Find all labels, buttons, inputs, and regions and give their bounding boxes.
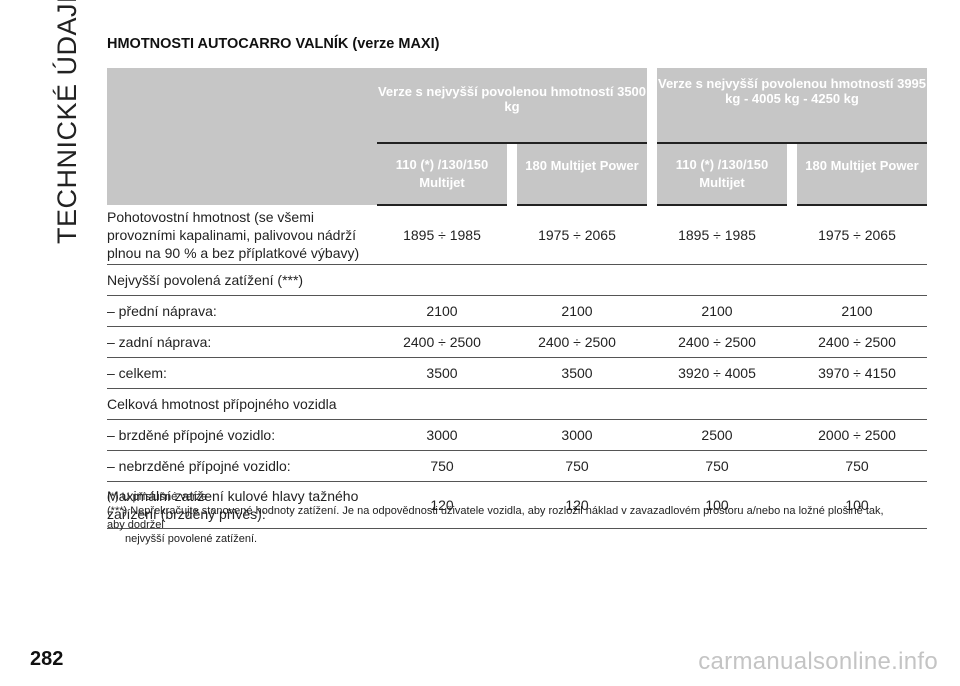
cell-value: 3920 ÷ 4005 [647, 357, 787, 389]
cell-value: 2100 [787, 295, 928, 327]
cell-value: 2100 [377, 295, 507, 327]
cell-value: 100 [647, 481, 787, 529]
table-row: Pohotovostní hmotnost (se všemi provozní… [107, 205, 928, 265]
cell-value: 750 [787, 450, 928, 482]
footnote-load-warning: (***) Nepřekračujte stanovené hodnoty za… [107, 505, 884, 531]
header-gap [647, 68, 657, 143]
footnote-load-warning-continued: nejvyšší povolené zatížení. [125, 533, 258, 545]
engine-header-2: 180 Multijet Power [517, 143, 647, 206]
cell-value: 750 [377, 450, 507, 482]
header-gap [647, 143, 657, 205]
cell-value: 750 [507, 450, 647, 482]
cell-value: 1975 ÷ 2065 [787, 205, 928, 265]
table-header-groups: Verze s nejvyšší povolenou hmotností 350… [107, 68, 928, 205]
table-row: – přední náprava: 2100 2100 2100 2100 [107, 295, 928, 327]
footnotes: (*) U příslušné verze (***) Nepřekračujt… [107, 490, 897, 546]
row-label: – přední náprava: [107, 295, 377, 327]
cell-value: 100 [787, 481, 928, 529]
cell-value: 3500 [377, 357, 507, 389]
cell-value: 3500 [507, 357, 647, 389]
header-gap [787, 143, 797, 205]
header-gap [507, 143, 517, 205]
cell-value: 1895 ÷ 1985 [377, 205, 507, 265]
cell-value: 2400 ÷ 2500 [507, 326, 647, 358]
row-label: Celková hmotnost přípojného vozidla [107, 388, 377, 420]
table-row: – nebrzděné přípojné vozidlo: 750 750 75… [107, 450, 928, 482]
table-row: Maximální zatížení kulové hlavy tažného … [107, 481, 928, 529]
table-row: – celkem: 3500 3500 3920 ÷ 4005 3970 ÷ 4… [107, 357, 928, 389]
watermark: carmanualsonline.info [698, 648, 938, 675]
cell-value: 1975 ÷ 2065 [507, 205, 647, 265]
engine-header-1: 110 (*) /130/150 Multijet [377, 143, 507, 206]
table-row: Nejvyšší povolená zatížení (***) [107, 264, 928, 296]
row-label: – celkem: [107, 357, 377, 389]
cell-value: 3000 [507, 419, 647, 451]
section-title: HMOTNOSTI AUTOCARRO VALNÍK (verze MAXI) [107, 36, 440, 52]
cell-value: 750 [647, 450, 787, 482]
table-row: – zadní náprava: 2400 ÷ 2500 2400 ÷ 2500… [107, 326, 928, 358]
cell-value [377, 388, 507, 420]
cell-value [787, 264, 928, 296]
cell-value: 2500 [647, 419, 787, 451]
cell-value [647, 264, 787, 296]
row-label: – brzděné přípojné vozidlo: [107, 419, 377, 451]
row-label: Maximální zatížení kulové hlavy tažného … [107, 481, 377, 529]
cell-value [507, 264, 647, 296]
cell-value [787, 388, 928, 420]
column-group-3500: Verze s nejvyšší povolenou hmotností 350… [377, 68, 647, 144]
table-row: Celková hmotnost přípojného vozidla [107, 388, 928, 420]
footnote-versions: (*) U příslušné verze [107, 491, 208, 503]
row-label: Nejvyšší povolená zatížení (***) [107, 264, 377, 296]
chapter-side-title-text: TECHNICKÉ ÚDAJE [52, 0, 82, 244]
cell-value: 120 [377, 481, 507, 529]
engine-header-3: 110 (*) /130/150 Multijet [657, 143, 787, 206]
cell-value: 2000 ÷ 2500 [787, 419, 928, 451]
chapter-side-title: TECHNICKÉ ÚDAJE [52, 0, 92, 244]
cell-value: 2400 ÷ 2500 [787, 326, 928, 358]
cell-value: 2100 [507, 295, 647, 327]
header-empty-cell [107, 68, 377, 205]
column-group-3995-4250: Verze s nejvyšší povolenou hmotností 399… [657, 68, 928, 144]
weights-table: Verze s nejvyšší povolenou hmotností 350… [107, 68, 928, 529]
cell-value: 2100 [647, 295, 787, 327]
cell-value: 2400 ÷ 2500 [377, 326, 507, 358]
cell-value: 120 [507, 481, 647, 529]
cell-value: 1895 ÷ 1985 [647, 205, 787, 265]
cell-value [507, 388, 647, 420]
cell-value [647, 388, 787, 420]
cell-value: 3000 [377, 419, 507, 451]
cell-value: 3970 ÷ 4150 [787, 357, 928, 389]
row-label: – zadní náprava: [107, 326, 377, 358]
page-number: 282 [30, 648, 64, 670]
engine-header-4: 180 Multijet Power [797, 143, 928, 206]
cell-value: 2400 ÷ 2500 [647, 326, 787, 358]
table-row: – brzděné přípojné vozidlo: 3000 3000 25… [107, 419, 928, 451]
row-label: Pohotovostní hmotnost (se všemi provozní… [107, 205, 377, 265]
table-header-engines: 110 (*) /130/150 Multijet 180 Multijet P… [107, 143, 928, 206]
row-label: – nebrzděné přípojné vozidlo: [107, 450, 377, 482]
cell-value [377, 264, 507, 296]
